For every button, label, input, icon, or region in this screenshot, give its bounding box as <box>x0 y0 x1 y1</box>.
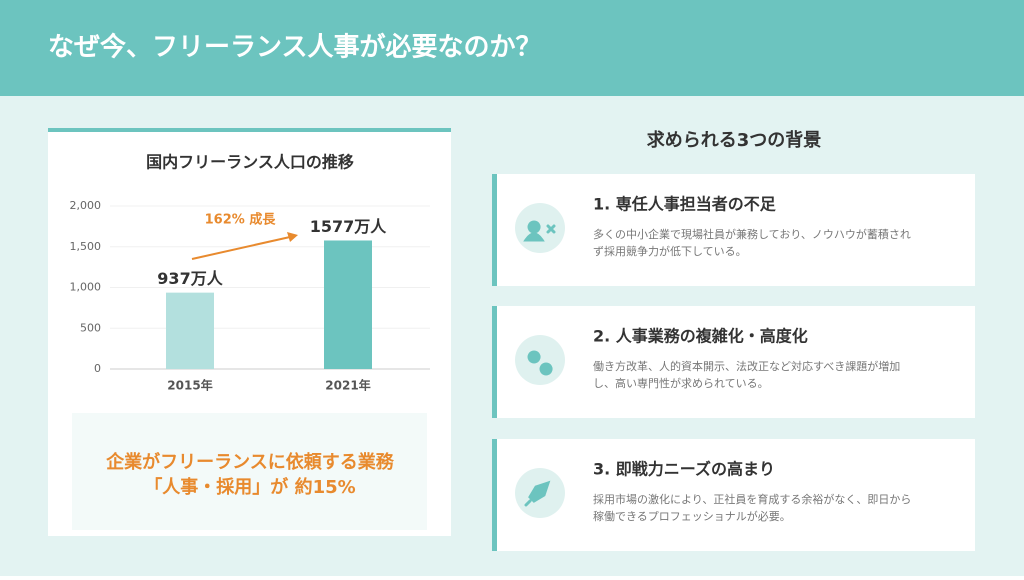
card-title: 3. 即戦力ニーズの高まり <box>593 460 775 479</box>
bar <box>166 292 214 369</box>
card-icon <box>523 220 556 242</box>
card <box>492 306 975 418</box>
growth-arrow <box>191 236 291 260</box>
page-title: なぜ今、フリーランス人事が必要なのか？ <box>48 32 541 63</box>
value-label: 937万人 <box>157 269 223 288</box>
card-accent <box>492 439 497 551</box>
card-title: 2. 人事業務の複雑化・高度化 <box>593 327 808 346</box>
callout-line: 企業がフリーランスに依頼する業務 <box>105 451 395 473</box>
card <box>492 439 975 551</box>
card-icon-bg <box>515 335 565 385</box>
chart-title: 国内フリーランス人口の推移 <box>146 153 354 172</box>
card-icon <box>524 480 551 507</box>
y-tick-label: 1,500 <box>70 240 102 253</box>
section-title: 求められる3つの背景 <box>647 129 822 151</box>
growth-arrowhead <box>287 232 298 242</box>
value-label: 1577万人 <box>310 217 388 236</box>
x-tick-label: 2021年 <box>325 378 370 393</box>
y-tick-label: 500 <box>80 321 101 334</box>
card-description: 多くの中小企業で現場社員が兼務しており、ノウハウが蓄積され <box>593 227 911 241</box>
cards: 1. 専任人事担当者の不足多くの中小企業で現場社員が兼務しており、ノウハウが蓄積… <box>492 174 975 551</box>
chart-card-accent <box>48 128 451 132</box>
card-title: 1. 専任人事担当者の不足 <box>593 195 777 214</box>
card-description: 採用市場の激化により、正社員を育成する余裕がなく、即日から <box>593 492 911 506</box>
card-description: 働き方改革、人的資本開示、法改正など対応すべき課題が増加 <box>593 359 900 373</box>
callout-line: 「人事・採用」が 約15% <box>144 476 355 498</box>
card <box>492 174 975 286</box>
callout-box <box>72 413 427 530</box>
y-tick-label: 1,000 <box>70 281 102 294</box>
card-description: 稼働できるプロフェッショナルが必要。 <box>593 509 791 523</box>
x-tick-label: 2015年 <box>167 378 212 393</box>
bar <box>324 240 372 369</box>
y-tick-label: 2,000 <box>70 199 102 212</box>
card-accent <box>492 174 497 286</box>
card-icon <box>527 350 553 376</box>
growth-annotation: 162% 成長 <box>205 212 277 228</box>
card-description: し、高い専門性が求められている。 <box>593 376 769 390</box>
y-tick-label: 0 <box>94 362 101 375</box>
card-accent <box>492 306 497 418</box>
header-band <box>0 0 1024 96</box>
card-description: ず採用競争力が低下している。 <box>593 244 747 258</box>
